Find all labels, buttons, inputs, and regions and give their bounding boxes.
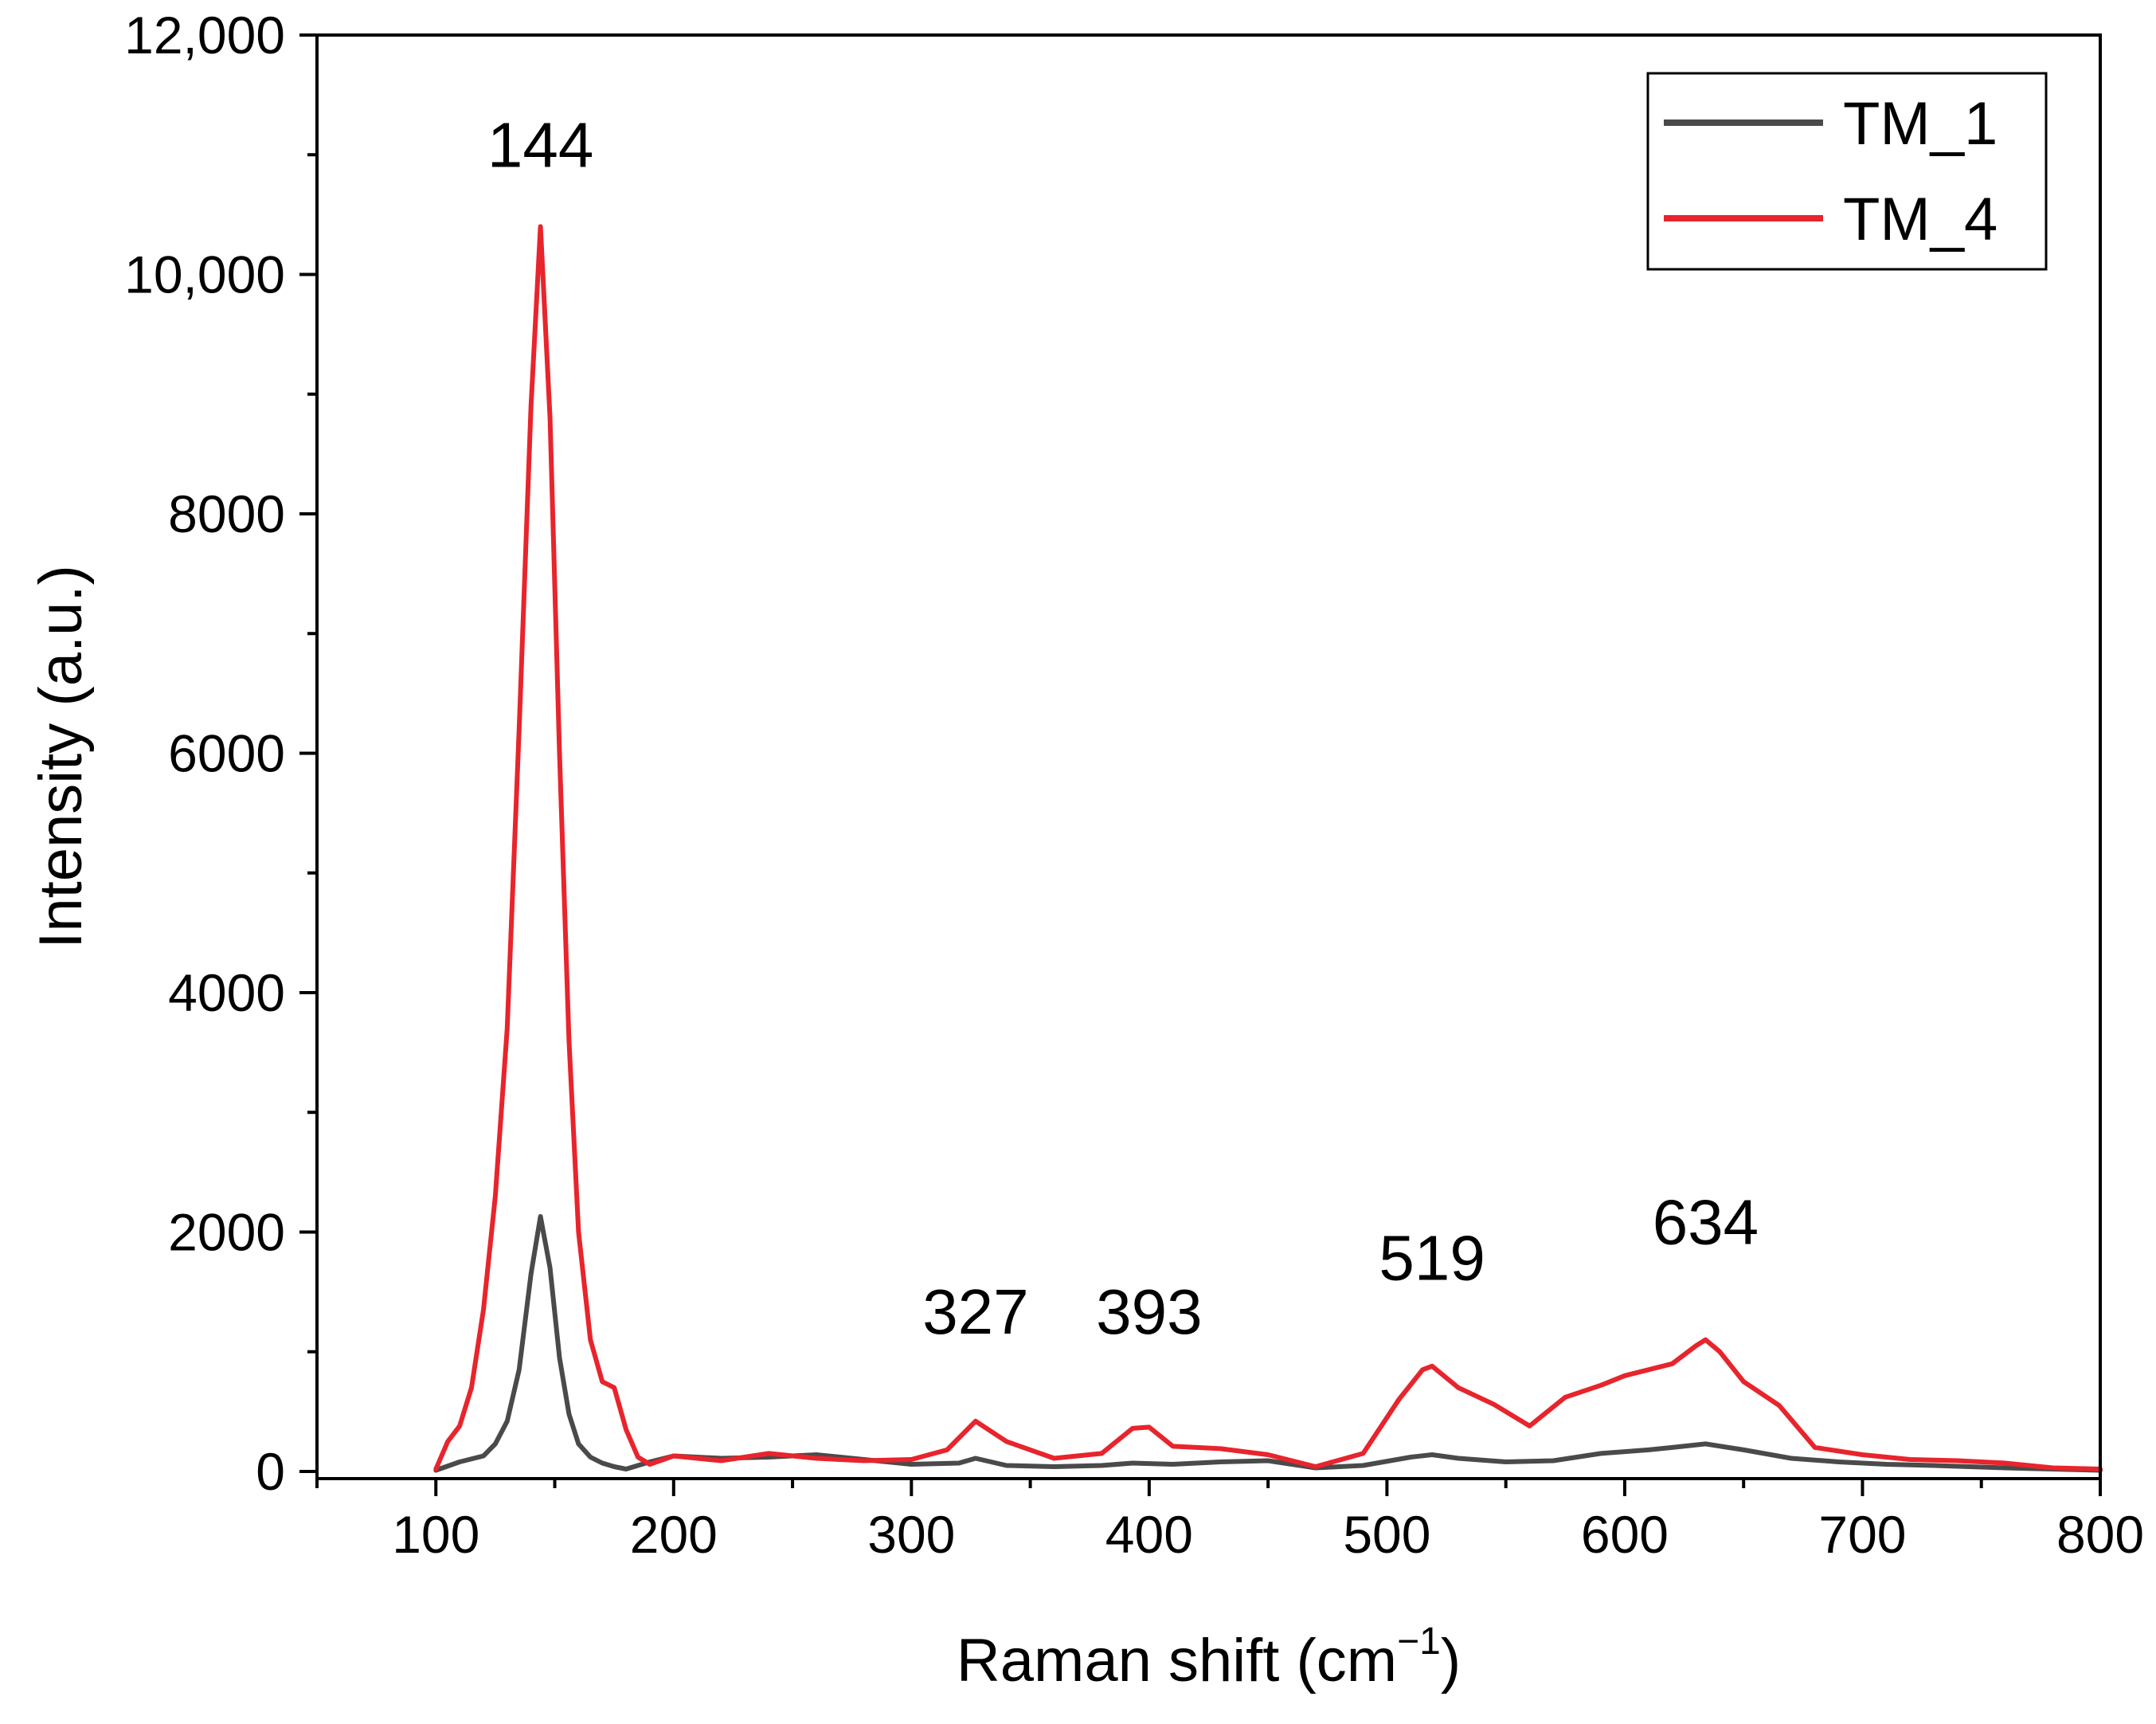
plot-frame [315, 33, 2102, 1480]
y-axis-label: Intensity (a.u.) [27, 565, 95, 949]
x-tick-label: 600 [1581, 1505, 1669, 1564]
x-axis: 100 200 300 400 500 600 700 800 [315, 1479, 2144, 1564]
peak-label-144: 144 [487, 109, 593, 180]
x-tick-label: 400 [1105, 1505, 1193, 1564]
y-axis: 0 2000 4000 6000 8000 10,000 12,000 [124, 6, 317, 1501]
legend: TM_1 TM_4 [1646, 72, 2048, 271]
legend-label-tm-4: TM_4 [1843, 186, 1998, 253]
series-line-tm-4 [433, 224, 2103, 1471]
y-tick-label: 10,000 [124, 245, 285, 304]
legend-box [1646, 72, 2048, 271]
peak-label-519: 519 [1379, 1223, 1485, 1294]
series-line-tm-1 [433, 1214, 2103, 1473]
x-axis-label-superscript: −1 [1397, 1620, 1441, 1663]
y-tick-label: 0 [256, 1442, 285, 1501]
x-tick-label: 200 [630, 1505, 718, 1564]
x-tick-label: 700 [1818, 1505, 1906, 1564]
peak-label-327: 327 [922, 1276, 1028, 1347]
y-tick-label: 6000 [168, 723, 285, 782]
x-tick-label: 800 [2056, 1505, 2144, 1564]
series-layer [433, 224, 2103, 1473]
peak-label-634: 634 [1653, 1187, 1759, 1258]
x-axis-label-close: ) [1441, 1627, 1461, 1695]
x-axis-label: Raman shift (cm−1) [957, 1620, 1461, 1695]
y-tick-label: 4000 [168, 963, 285, 1022]
x-tick-label: 500 [1343, 1505, 1430, 1564]
y-tick-label: 2000 [168, 1202, 285, 1261]
x-tick-label: 100 [392, 1505, 479, 1564]
x-tick-label: 300 [867, 1505, 955, 1564]
x-axis-label-main: Raman shift (cm [957, 1627, 1397, 1695]
peak-label-393: 393 [1096, 1276, 1202, 1347]
y-tick-label: 12,000 [124, 6, 285, 65]
y-tick-label: 8000 [168, 484, 285, 543]
peak-annotations: 144 327 393 519 634 [487, 109, 1759, 1347]
legend-label-tm-1: TM_1 [1843, 90, 1998, 158]
